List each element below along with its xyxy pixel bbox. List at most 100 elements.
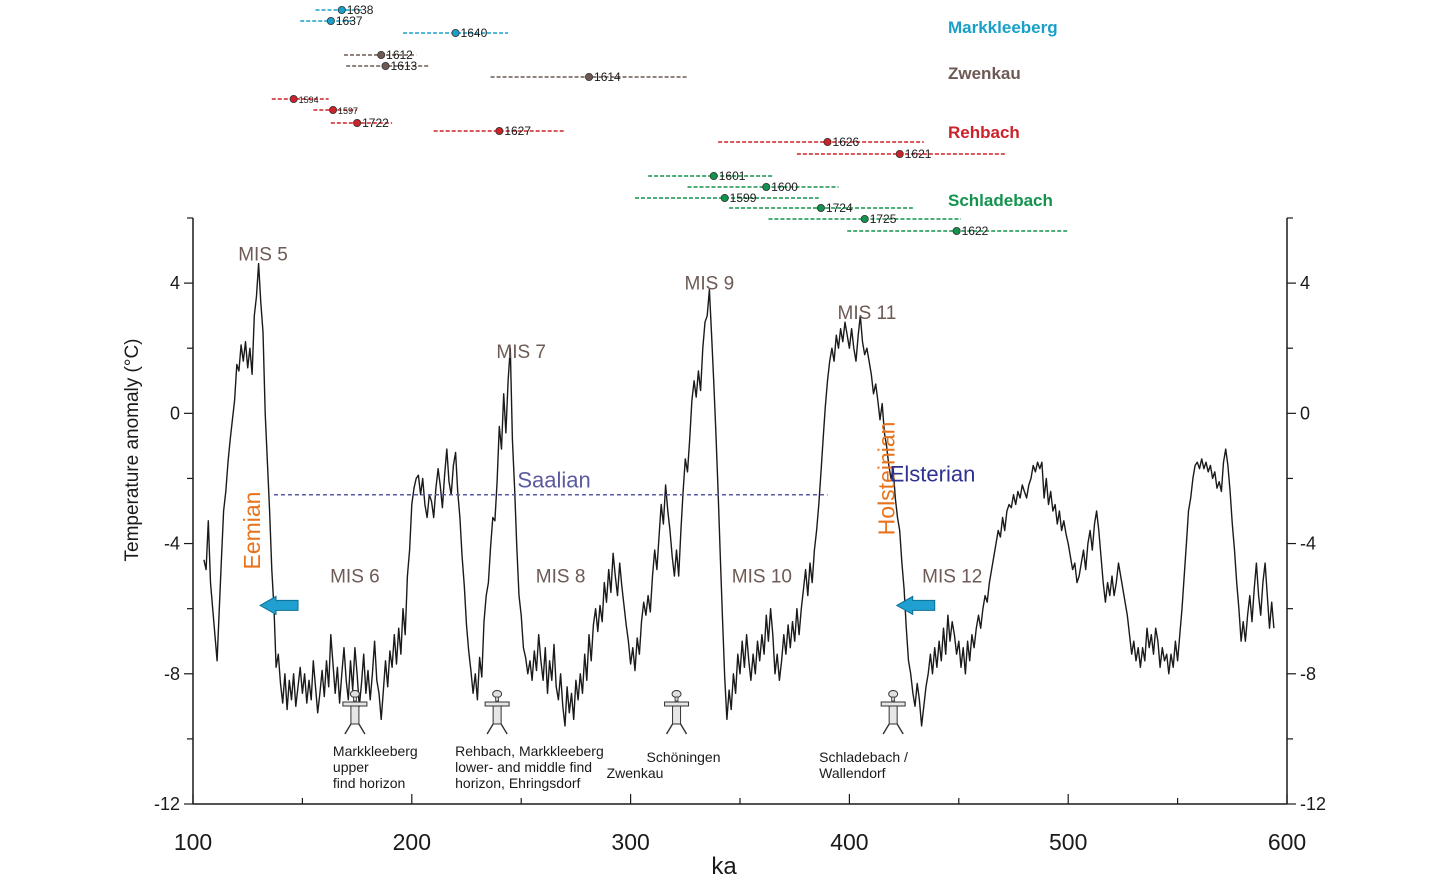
find-site-label: Schladebach /	[819, 749, 908, 765]
x-tick-label: 600	[1268, 829, 1306, 855]
dating-point	[451, 28, 460, 37]
x-axis-label: ka	[711, 853, 737, 880]
find-site-label: upper	[333, 759, 369, 775]
dating-sample-label: 1597	[338, 106, 358, 116]
y-tick-label-right: -4	[1300, 534, 1316, 554]
dating-sample-label: 1613	[391, 59, 418, 73]
dating-sample-label: 1622	[962, 224, 989, 238]
dating-sample-label: 1637	[336, 14, 363, 28]
y-tick-label-left: 4	[170, 273, 180, 293]
x-tick-label: 200	[393, 829, 431, 855]
x-tick-label: 100	[174, 829, 212, 855]
dating-point	[495, 127, 504, 136]
dating-point	[895, 149, 904, 158]
site-label: Schladebach	[948, 191, 1053, 210]
dating-sample-label: 1638	[347, 3, 374, 17]
figure-legs	[344, 723, 366, 735]
dating-point	[377, 51, 386, 60]
figure-neck	[891, 696, 896, 702]
find-site-label: Markkleeberg	[333, 743, 418, 759]
y-tick-label-left: -4	[164, 534, 180, 554]
dating-point	[823, 137, 832, 146]
stage-label: Holsteinian	[874, 422, 900, 536]
temperature-series-line	[203, 262, 1275, 727]
site-label: Rehbach	[948, 123, 1020, 142]
mis-label: MIS 9	[685, 274, 735, 295]
find-site-label: horizon, Ehringsdorf	[455, 775, 580, 791]
dating-sample-label: 1601	[719, 169, 746, 183]
dating-sample-label: 1600	[771, 180, 798, 194]
left-arrow-icon	[259, 595, 299, 616]
figure-neck	[495, 696, 500, 702]
hand-axe-figure-icon	[484, 690, 510, 735]
figure-body	[888, 705, 898, 725]
figure-head	[671, 690, 682, 698]
figure-arms	[880, 701, 906, 707]
dating-point	[709, 171, 718, 180]
dating-sample-label: 1725	[870, 212, 897, 226]
dating-point	[720, 193, 729, 202]
figure-body	[492, 705, 502, 725]
hand-axe-figure-icon	[880, 690, 906, 735]
figure-arms	[664, 701, 690, 707]
figure-head	[349, 690, 360, 698]
figure-neck	[674, 696, 679, 702]
y-axis-label: Temperature anomaly (°C)	[122, 338, 143, 561]
left-arrow-icon	[895, 595, 936, 616]
dating-sample-label: 1626	[833, 135, 860, 149]
dating-sample-label: 1614	[594, 70, 621, 84]
mis-label: MIS 6	[330, 567, 380, 588]
dating-sample-label: 1640	[461, 26, 488, 40]
dating-point	[860, 214, 869, 223]
y-tick-label-left: -12	[154, 794, 180, 814]
x-tick-label: 400	[830, 829, 868, 855]
dating-point	[816, 203, 825, 212]
stage-label: Eemian	[239, 492, 265, 570]
dating-sample-label: 1724	[826, 201, 853, 215]
find-site-label: Zwenkau	[607, 765, 664, 781]
annotations: MIS 5 MIS 6 MIS 7 MIS 8 MIS 9 MIS 10 MIS 11 MIS…	[238, 244, 982, 791]
y-tick-label-left: -8	[164, 664, 180, 684]
dating-point	[353, 119, 362, 128]
elsterian-label: Elsterian	[890, 462, 976, 487]
mis-label: MIS 12	[922, 567, 982, 588]
figure-body	[672, 705, 682, 725]
dating-sample-label: 1621	[905, 147, 932, 161]
dating-sample-label: 1612	[386, 48, 413, 62]
hand-axe-figure-icon	[342, 690, 368, 735]
mis-label: MIS 7	[496, 342, 546, 363]
find-site-label: Schöningen	[647, 749, 721, 765]
y-tick-label-right: 4	[1300, 273, 1310, 293]
figure-legs	[665, 723, 688, 735]
site-label: Markkleeberg	[948, 18, 1058, 37]
curve-layer	[203, 262, 1275, 727]
find-site-label: lower- and middle find	[455, 759, 592, 775]
figure-legs	[486, 723, 508, 735]
saalian-label: Saalian	[517, 468, 590, 493]
y-tick-label-right: 0	[1300, 403, 1310, 423]
dating-sample-label: 1594	[299, 95, 319, 105]
figure-legs	[882, 723, 904, 735]
dating-point	[337, 6, 346, 14]
figure-head	[492, 690, 503, 698]
dating-point	[585, 73, 594, 82]
find-site-label: Rehbach, Markkleeberg	[455, 743, 604, 759]
y-tick-label-left: 0	[170, 403, 180, 423]
find-site-label: Wallendorf	[819, 765, 886, 781]
dating-sample-label: 1722	[362, 116, 389, 130]
dating-point	[329, 106, 338, 115]
mis-label: MIS 10	[732, 567, 792, 588]
mis-label: MIS 8	[536, 567, 586, 588]
figure-head	[888, 690, 899, 698]
figure-body	[350, 705, 360, 725]
figure-arms	[484, 701, 510, 707]
x-tick-label: 300	[611, 829, 649, 855]
dating-point	[289, 95, 298, 104]
dating-sample-label: 1627	[504, 124, 531, 138]
dating-point	[952, 226, 961, 235]
site-label: Zwenkau	[948, 64, 1021, 83]
y-tick-label-right: -12	[1300, 794, 1326, 814]
